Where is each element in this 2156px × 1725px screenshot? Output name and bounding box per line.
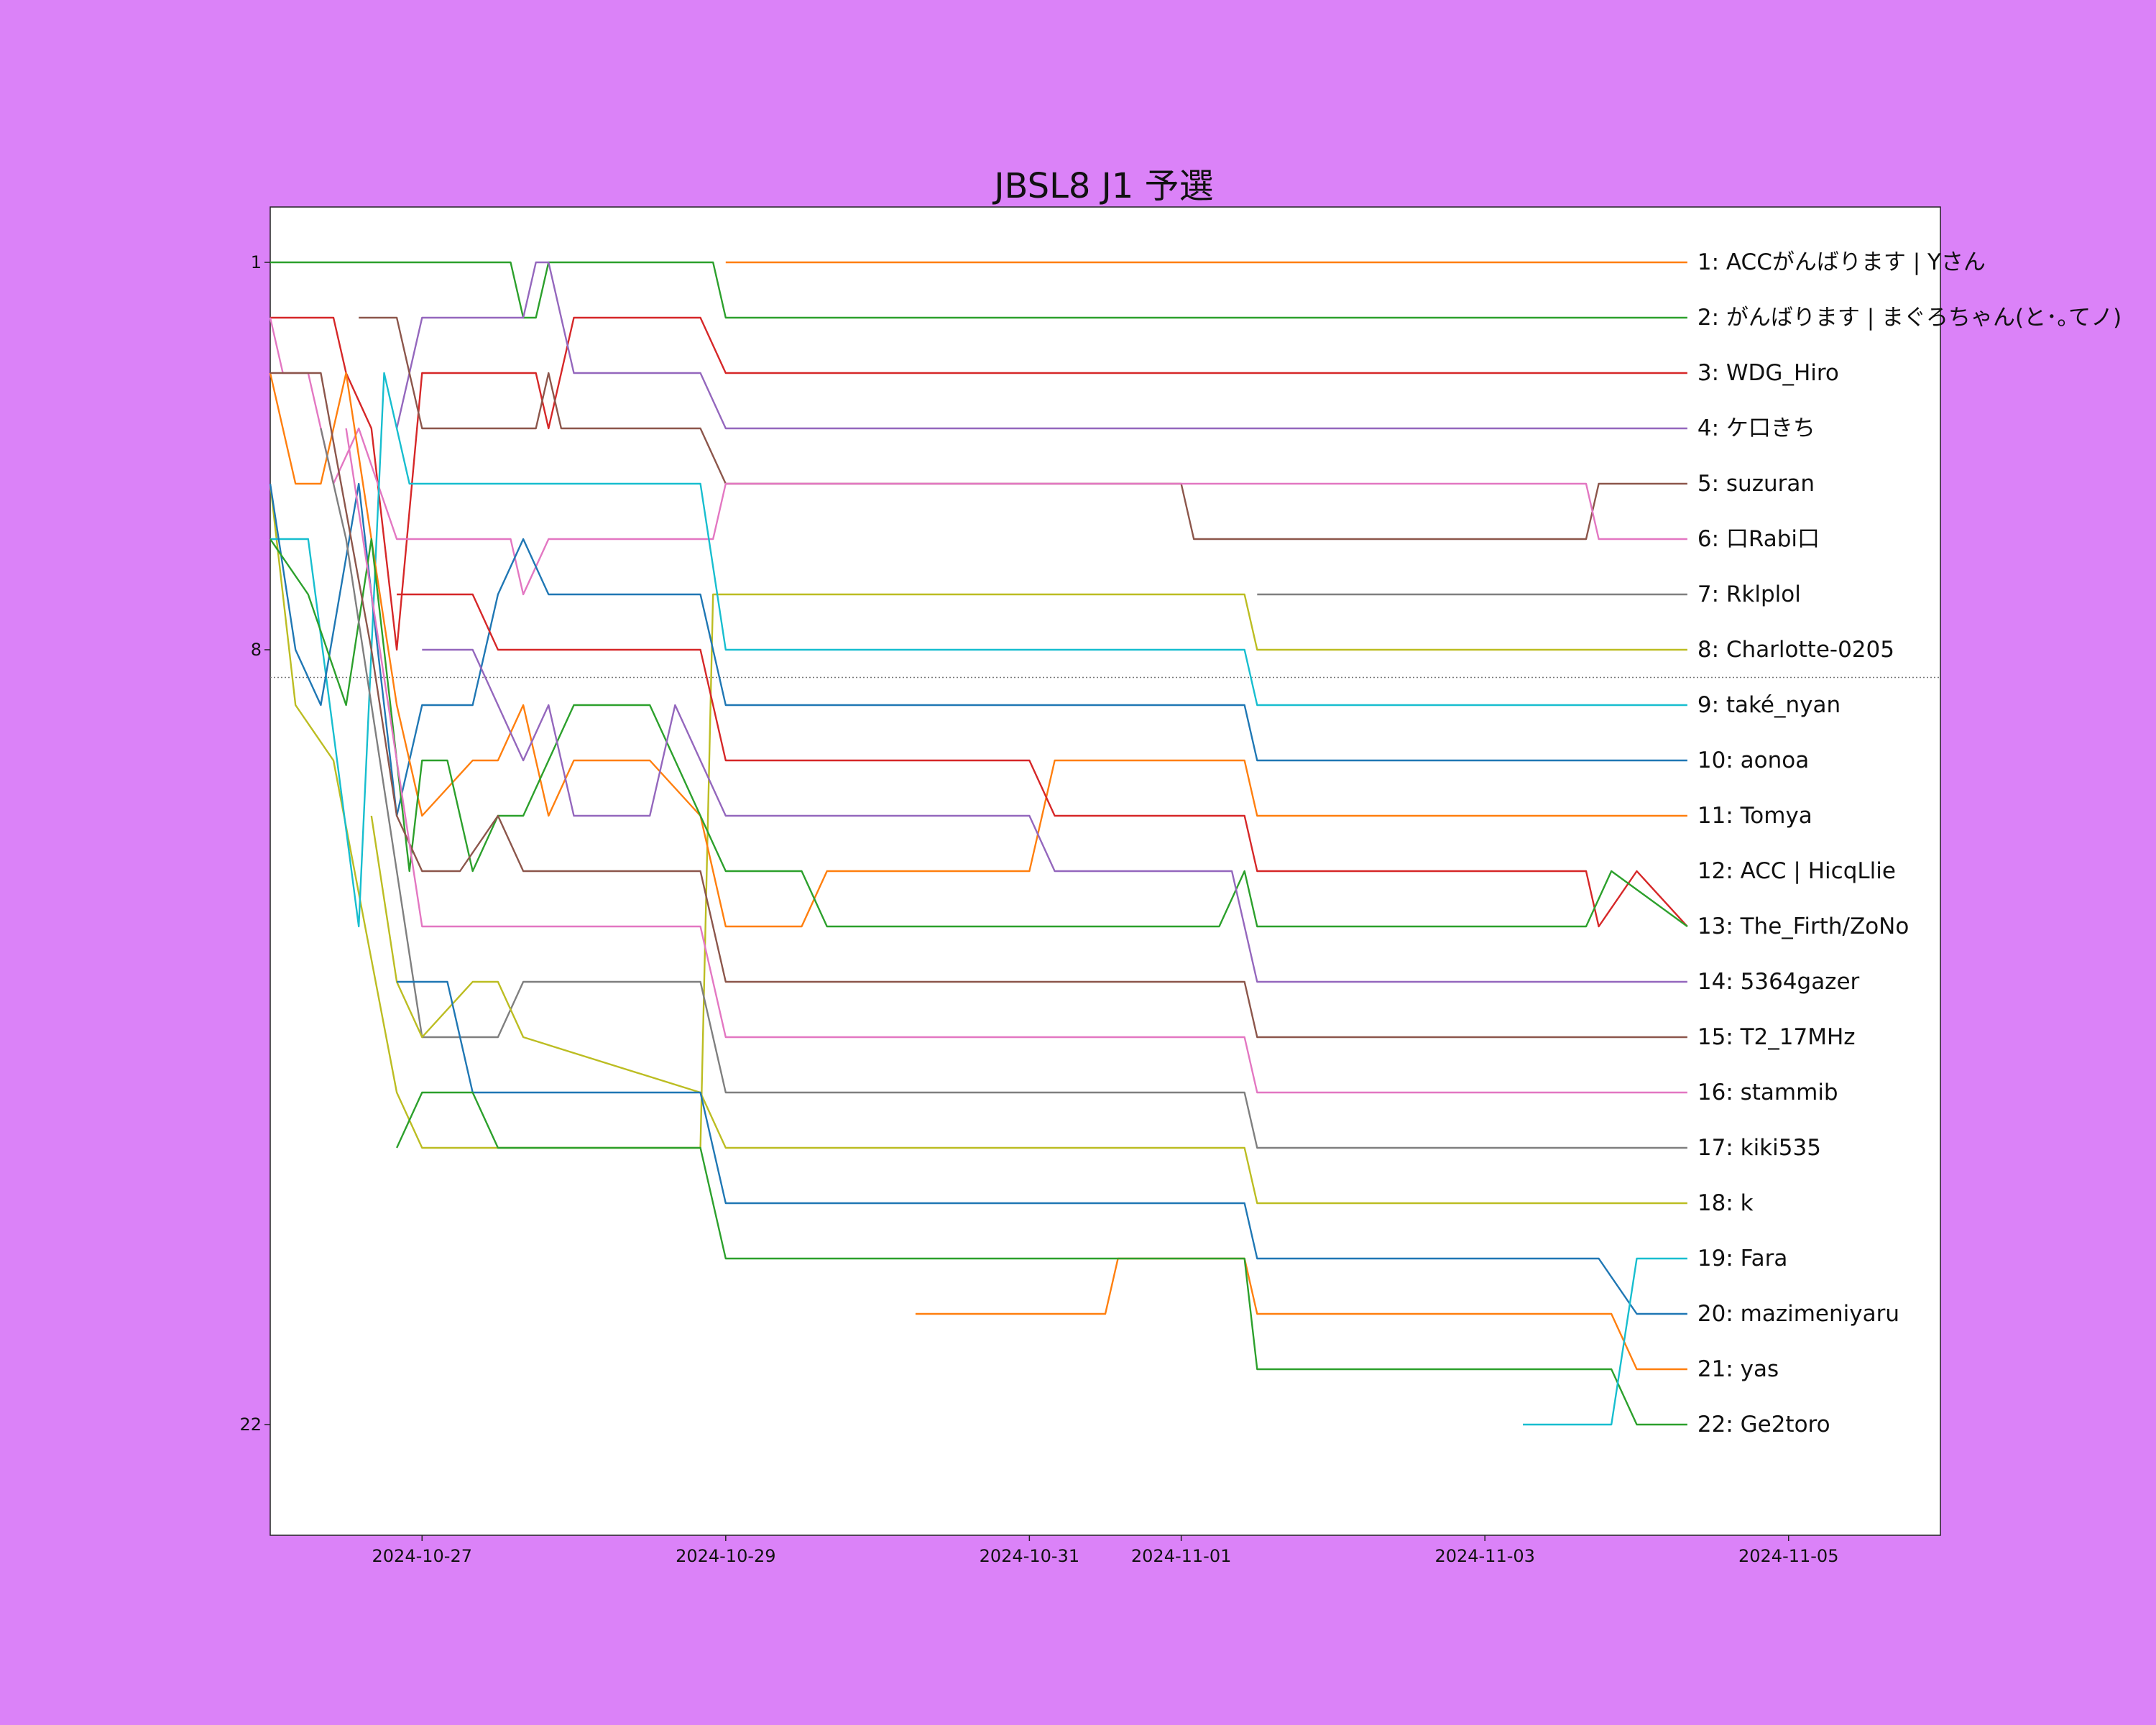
rank-label-11: 11: Tomya	[1697, 803, 1812, 829]
x-tick-label: 2024-10-29	[676, 1546, 775, 1566]
series-line-17	[320, 428, 1687, 1149]
rank-label-17: 17: kiki535	[1697, 1135, 1821, 1161]
rank-label-4: 4: ケ口きち	[1697, 415, 1815, 441]
x-tick-label: 2024-11-01	[1131, 1546, 1231, 1566]
rank-label-8: 8: Charlotte-0205	[1697, 637, 1894, 663]
rank-label-7: 7: Rklplol	[1697, 581, 1801, 607]
x-tick-label: 2024-10-31	[980, 1546, 1079, 1566]
series-line-14	[422, 648, 1687, 983]
rank-label-1: 1: ACCがんばります | Yさん	[1697, 249, 1986, 275]
rank-label-16: 16: stammib	[1697, 1080, 1838, 1105]
series-line-12	[397, 593, 1688, 928]
chart-title: JBSL8 J1 予選	[992, 166, 1213, 206]
rank-label-6: 6: 口Rabi口	[1697, 526, 1820, 552]
series-line-20	[915, 1257, 1687, 1371]
series-line-3	[270, 316, 1687, 651]
series-group	[269, 261, 1688, 1426]
series-line-2	[270, 261, 1687, 319]
rank-label-10: 10: aonoa	[1697, 748, 1809, 773]
y-tick-label: 8	[251, 640, 262, 660]
series-line-10	[269, 482, 1687, 817]
x-tick-label: 2024-11-03	[1434, 1546, 1534, 1566]
series-line-4	[395, 261, 1687, 430]
series-line-15	[270, 372, 1687, 1039]
x-axis-ticks: 2024-10-27 2024-10-29 2024-10-31 2024-11-01…	[372, 1535, 1838, 1566]
x-tick-label: 2024-11-05	[1738, 1546, 1838, 1566]
series-line-21	[396, 1091, 1687, 1426]
rank-label-13: 13: The_Firth/ZoNo	[1697, 914, 1909, 939]
series-line-19	[397, 980, 1687, 1315]
rank-label-19: 19: Fara	[1697, 1246, 1787, 1271]
rank-label-2: 2: がんばります | まぐろちゃん(と･｡てノ)	[1697, 305, 2122, 331]
rank-label-14: 14: 5364gazer	[1697, 969, 1860, 995]
series-line-18	[370, 815, 1687, 1205]
rank-label-12: 12: ACC | HicqLlie	[1697, 858, 1896, 884]
rank-label-22: 22: Ge2toro	[1697, 1412, 1830, 1438]
rank-label-15: 15: T2_17MHz	[1697, 1024, 1856, 1050]
rank-label-20: 20: mazimeniyaru	[1697, 1301, 1899, 1327]
rank-label-3: 3: WDG_Hiro	[1697, 360, 1839, 386]
rank-label-18: 18: k	[1697, 1190, 1754, 1216]
rank-label-5: 5: suzuran	[1697, 471, 1815, 497]
rank-labels: 1: ACCがんばります | Yさん 2: がんばります | まぐろちゃん(と･｡…	[1697, 249, 2122, 1438]
series-line-9	[270, 372, 1687, 928]
series-line-16	[345, 428, 1687, 1094]
y-tick-label: 1	[251, 252, 262, 272]
rank-label-21: 21: yas	[1697, 1356, 1779, 1382]
series-line-5	[359, 316, 1687, 540]
series-line-22	[1523, 1257, 1687, 1426]
y-tick-label: 22	[239, 1414, 262, 1435]
x-tick-label: 2024-10-27	[372, 1546, 472, 1566]
rank-label-9: 9: také_nyan	[1697, 692, 1841, 718]
